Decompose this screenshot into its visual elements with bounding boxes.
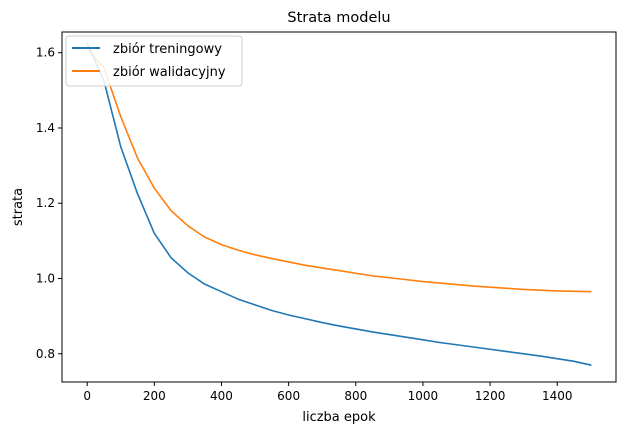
y-tick-label: 0.8 — [36, 347, 55, 361]
x-axis-label: liczba epok — [302, 410, 376, 425]
y-tick-label: 1.2 — [36, 196, 55, 210]
x-tick-label: 800 — [344, 389, 367, 403]
x-tick-label: 1000 — [408, 389, 439, 403]
y-axis-ticks: 0.8 1.0 1.2 1.4 1.6 — [36, 46, 62, 361]
x-tick-label: 1200 — [475, 389, 506, 403]
plot-area — [62, 32, 616, 382]
series-layer — [86, 42, 592, 366]
y-tick-label: 1.0 — [36, 272, 55, 286]
legend-box — [65, 35, 243, 87]
x-tick-label: 0 — [83, 389, 91, 403]
series-line-validation — [86, 48, 592, 293]
x-tick-label: 600 — [277, 389, 300, 403]
legend-label-validation: zbiór walidacyjny — [113, 65, 226, 80]
x-axis-ticks: 0 200 400 600 800 1000 1200 1400 — [83, 382, 573, 403]
x-tick-label: 400 — [210, 389, 233, 403]
y-tick-label: 1.6 — [36, 46, 55, 60]
legend: zbiór treningowy zbiór walidacyjny — [65, 35, 243, 87]
x-tick-label: 1400 — [542, 389, 573, 403]
y-tick-label: 1.4 — [36, 121, 55, 135]
y-axis-label: strata — [11, 188, 26, 226]
series-line-training — [86, 42, 592, 366]
plot-frame — [61, 31, 617, 383]
legend-label-training: zbiór treningowy — [113, 42, 222, 57]
chart-title: Strata modelu — [287, 10, 390, 26]
x-tick-label: 200 — [143, 389, 166, 403]
